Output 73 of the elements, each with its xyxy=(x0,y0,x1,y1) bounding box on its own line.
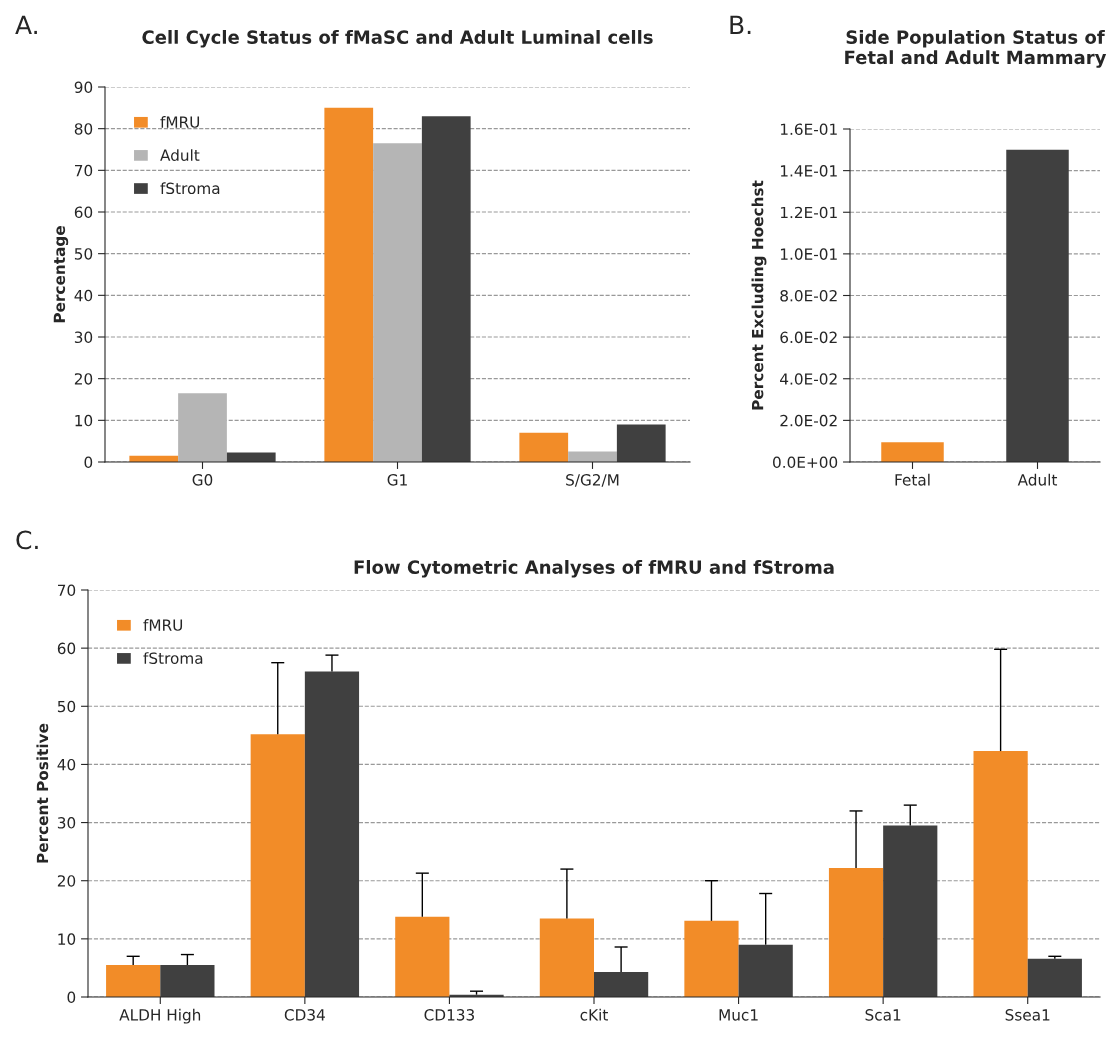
x-tick-label: Sca1 xyxy=(865,1009,901,1021)
bar xyxy=(1027,958,1082,997)
y-tick-label: 4.0E-02 xyxy=(780,373,837,385)
bar xyxy=(684,920,739,997)
x-tick-label: Fetal xyxy=(895,473,930,486)
bar xyxy=(539,918,594,997)
x-tick-label: ALDH High xyxy=(119,1008,201,1024)
y-tick-label: 40 xyxy=(74,289,93,302)
x-tick-label: G1 xyxy=(387,474,407,486)
y-tick-label: 80 xyxy=(74,123,93,135)
bar xyxy=(421,116,471,462)
legend-label: fStroma xyxy=(143,652,203,664)
y-axis-title: Percent Excluding Hoechst xyxy=(751,180,767,410)
y-tick-label: 60 xyxy=(74,206,93,219)
bar xyxy=(738,944,793,997)
y-tick-label: 1.6E-01 xyxy=(780,123,837,136)
x-tick-label: Ssea1 xyxy=(1005,1009,1050,1021)
y-tick-label: 10 xyxy=(75,414,93,427)
bar xyxy=(373,143,422,462)
legend-label: Adult xyxy=(160,149,200,161)
x-tick-label: G0 xyxy=(192,474,213,486)
x-tick-label: CD34 xyxy=(284,1009,325,1021)
text: A. xyxy=(15,15,37,34)
y-tick-label: 30 xyxy=(74,331,93,344)
x-tick-label: Adult xyxy=(1017,473,1058,486)
x-tick-label: S/G2/M xyxy=(566,474,619,487)
y-tick-label: 60 xyxy=(57,642,76,655)
y-tick-label: 30 xyxy=(57,817,76,829)
y-tick-label: 0 xyxy=(84,456,93,469)
y-tick-label: 70 xyxy=(58,584,76,597)
y-tick-label: 8.0E-02 xyxy=(780,289,837,302)
bar xyxy=(883,825,938,997)
y-axis-title: Percent Positive xyxy=(36,723,49,863)
x-tick-label: Muc1 xyxy=(719,1009,758,1021)
bar xyxy=(324,107,374,462)
y-tick-label: 20 xyxy=(74,373,93,385)
bar xyxy=(250,734,305,997)
y-tick-label: 50 xyxy=(57,700,76,713)
y-tick-label: 1.4E-01 xyxy=(780,165,837,177)
bar xyxy=(106,965,161,997)
text: B. xyxy=(730,15,751,34)
x-tick-label: cKit xyxy=(580,1008,608,1021)
y-tick-label: 10 xyxy=(58,933,76,945)
bar xyxy=(616,424,666,462)
legend-label: fMRU xyxy=(160,116,200,128)
y-tick-label: 2.0E-02 xyxy=(780,414,837,427)
bar xyxy=(519,432,569,462)
chart-title: Side Population Status of Fetal and Adult Mammary xyxy=(845,30,1107,68)
y-tick-label: 0.0E+00 xyxy=(773,456,838,469)
bar xyxy=(160,965,215,997)
bar xyxy=(226,452,276,462)
x-tick-label: CD133 xyxy=(424,1009,474,1021)
bar xyxy=(178,393,227,462)
y-tick-label: 70 xyxy=(75,164,93,177)
y-tick-label: 1.0E-01 xyxy=(780,248,837,260)
bar xyxy=(828,867,884,997)
y-tick-label: 90 xyxy=(74,81,93,94)
y-tick-label: 0 xyxy=(67,991,76,1004)
y-axis-title: Percentage xyxy=(53,226,69,323)
y-tick-label: 1.2E-01 xyxy=(780,206,837,219)
y-tick-label: 20 xyxy=(57,875,76,887)
bar xyxy=(594,972,649,997)
chart-title: Cell Cycle Status of fMaSC and Adult Luminal cells xyxy=(142,30,653,48)
legend-label: fStroma xyxy=(160,182,220,195)
bar xyxy=(304,671,360,997)
bar xyxy=(973,751,1028,997)
y-tick-label: 6.0E-02 xyxy=(780,331,837,344)
bar xyxy=(395,916,450,997)
text: C. xyxy=(16,530,38,550)
y-tick-label: 40 xyxy=(57,758,76,771)
y-tick-label: 50 xyxy=(74,248,93,260)
chart-title: Flow Cytometric Analyses of fMRU and fStroma xyxy=(354,560,834,578)
legend-label: fMRU xyxy=(143,619,183,631)
